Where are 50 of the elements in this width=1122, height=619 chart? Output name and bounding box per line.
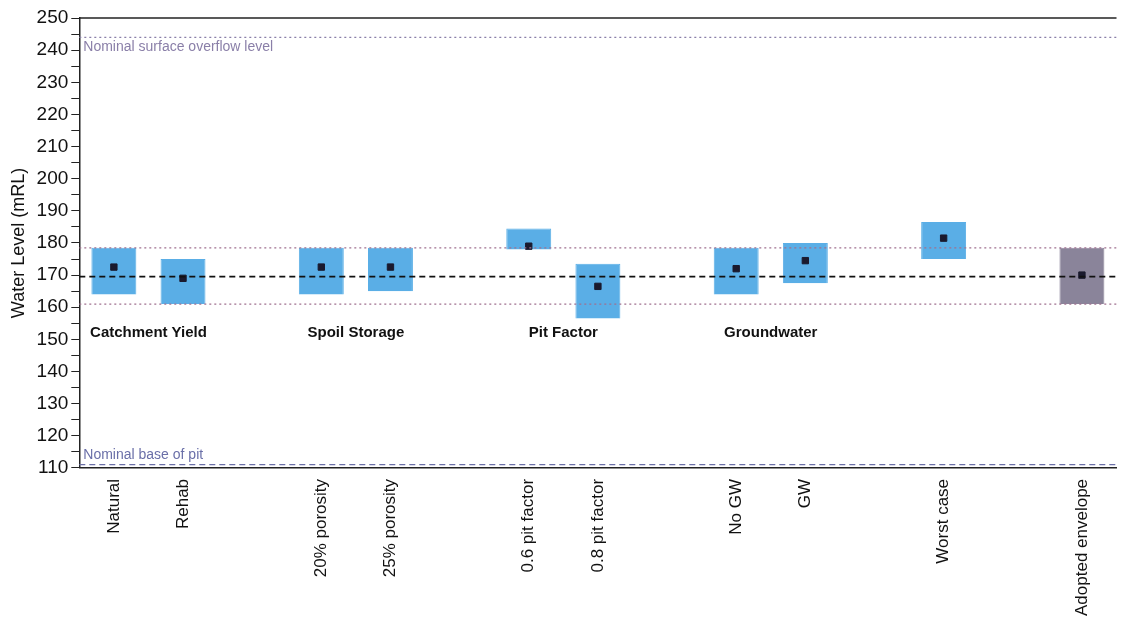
y-tick-label: 220: [36, 102, 69, 124]
ref-line-label: Nominal base of pit: [83, 445, 204, 462]
y-axis-title: Water Level (mRL): [7, 167, 28, 319]
y-tick-label: 180: [36, 231, 69, 253]
point: [939, 234, 948, 242]
x-tick-label: Rehab: [172, 478, 192, 530]
annotation: Spoil Storage: [307, 323, 405, 341]
point: [386, 263, 395, 271]
bar: [713, 247, 759, 295]
point: [110, 263, 118, 271]
y-tick-label: 200: [36, 166, 69, 188]
y-tick-label: 150: [36, 327, 69, 349]
annotation: Catchment Yield: [90, 323, 207, 341]
x-tick-label: 0.6 pit factor: [518, 478, 538, 573]
y-tick-label: 190: [36, 199, 69, 221]
point: [732, 265, 740, 273]
point: [317, 263, 325, 271]
x-tick-label: 0.8 pit factor: [587, 478, 607, 573]
bar: [1059, 247, 1105, 305]
bar: [575, 263, 621, 319]
annotation: Groundwater: [724, 323, 818, 341]
x-tick-label: 20% porosity: [311, 478, 330, 578]
x-tick-label: GW: [795, 478, 815, 509]
y-tick-label: 130: [36, 391, 69, 413]
x-tick-label: Natural: [103, 478, 123, 534]
bar: [298, 247, 344, 295]
x-tick-label: No GW: [725, 478, 745, 535]
x-tick-label: Adopted envelope: [1071, 478, 1091, 616]
y-tick-label: 240: [36, 38, 69, 60]
x-tick-label: 25% porosity: [380, 478, 400, 578]
y-tick-label: 210: [36, 134, 69, 156]
y-tick-label: 140: [36, 359, 69, 381]
bar: [91, 247, 137, 295]
point: [594, 282, 602, 291]
bar: [367, 247, 413, 292]
point: [801, 256, 810, 265]
y-tick-label: 110: [38, 456, 69, 478]
annotation: Pit Factor: [528, 323, 599, 341]
point: [525, 242, 533, 250]
y-tick-label: 160: [36, 295, 69, 317]
y-tick-label: 250: [36, 6, 69, 28]
bar: [921, 222, 967, 260]
ref-line-label: Nominal surface overflow level: [83, 38, 274, 55]
bar: [160, 259, 206, 305]
y-tick-label: 120: [36, 424, 69, 446]
y-tick-label: 170: [36, 263, 69, 285]
bar: [506, 228, 552, 250]
y-tick-label: 230: [36, 70, 69, 92]
x-tick-label: Worst case: [933, 478, 953, 564]
bar: [782, 242, 828, 284]
